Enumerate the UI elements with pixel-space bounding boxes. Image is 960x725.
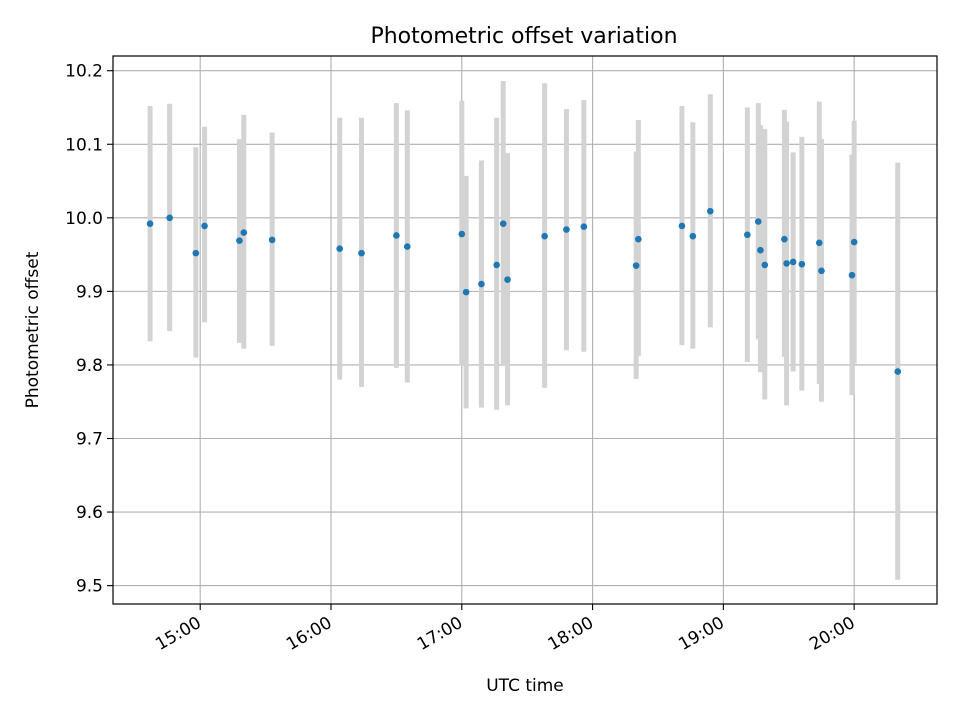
- point-layer: [146, 207, 902, 375]
- y-tick-label: 9.8: [76, 356, 103, 376]
- chart-title: Photometric offset variation: [370, 24, 677, 49]
- data-point: [504, 276, 511, 283]
- data-point: [541, 232, 548, 240]
- data-point: [798, 260, 806, 268]
- y-axis-title: Photometric offset: [23, 251, 43, 408]
- data-point: [146, 220, 154, 228]
- data-point: [632, 262, 640, 269]
- data-point: [783, 260, 790, 267]
- x-axis-title: UTC time: [486, 676, 564, 696]
- data-point: [462, 288, 470, 296]
- data-point: [499, 220, 507, 228]
- data-point: [635, 235, 642, 243]
- plot-area-frame: [112, 55, 938, 605]
- data-point: [789, 258, 797, 266]
- data-point: [757, 246, 764, 254]
- data-point: [689, 232, 697, 240]
- y-axis: 9.5 9.6 9.7 9.8 9.9 10.0 10.1 10.2: [65, 62, 113, 597]
- data-point: [781, 235, 788, 243]
- data-point: [478, 280, 485, 288]
- data-point: [403, 243, 411, 250]
- y-tick-label: 9.9: [76, 282, 103, 302]
- data-point: [850, 238, 858, 246]
- data-point: [580, 223, 588, 230]
- data-point: [706, 207, 714, 215]
- data-point: [563, 226, 570, 233]
- data-point: [678, 222, 686, 230]
- data-point: [493, 261, 500, 269]
- data-point: [815, 239, 823, 247]
- data-point: [848, 271, 856, 279]
- data-point: [192, 249, 200, 257]
- y-tick-label: 10.0: [65, 209, 103, 229]
- data-point: [458, 230, 466, 238]
- y-tick-label: 10.1: [65, 135, 103, 155]
- data-point: [744, 231, 751, 239]
- y-tick-label: 9.5: [76, 577, 103, 597]
- data-point: [268, 236, 276, 244]
- data-point: [236, 237, 243, 244]
- y-tick-label: 9.6: [76, 503, 103, 523]
- data-point: [393, 232, 400, 239]
- data-point: [201, 222, 208, 230]
- data-point: [166, 214, 173, 222]
- y-tick-label: 10.2: [65, 62, 103, 82]
- data-point: [818, 267, 825, 275]
- data-point: [754, 218, 762, 225]
- data-point: [358, 249, 365, 257]
- data-point: [894, 368, 902, 375]
- data-point: [240, 229, 248, 236]
- data-point: [336, 245, 344, 253]
- data-point: [761, 261, 769, 269]
- y-tick-label: 9.7: [76, 429, 103, 449]
